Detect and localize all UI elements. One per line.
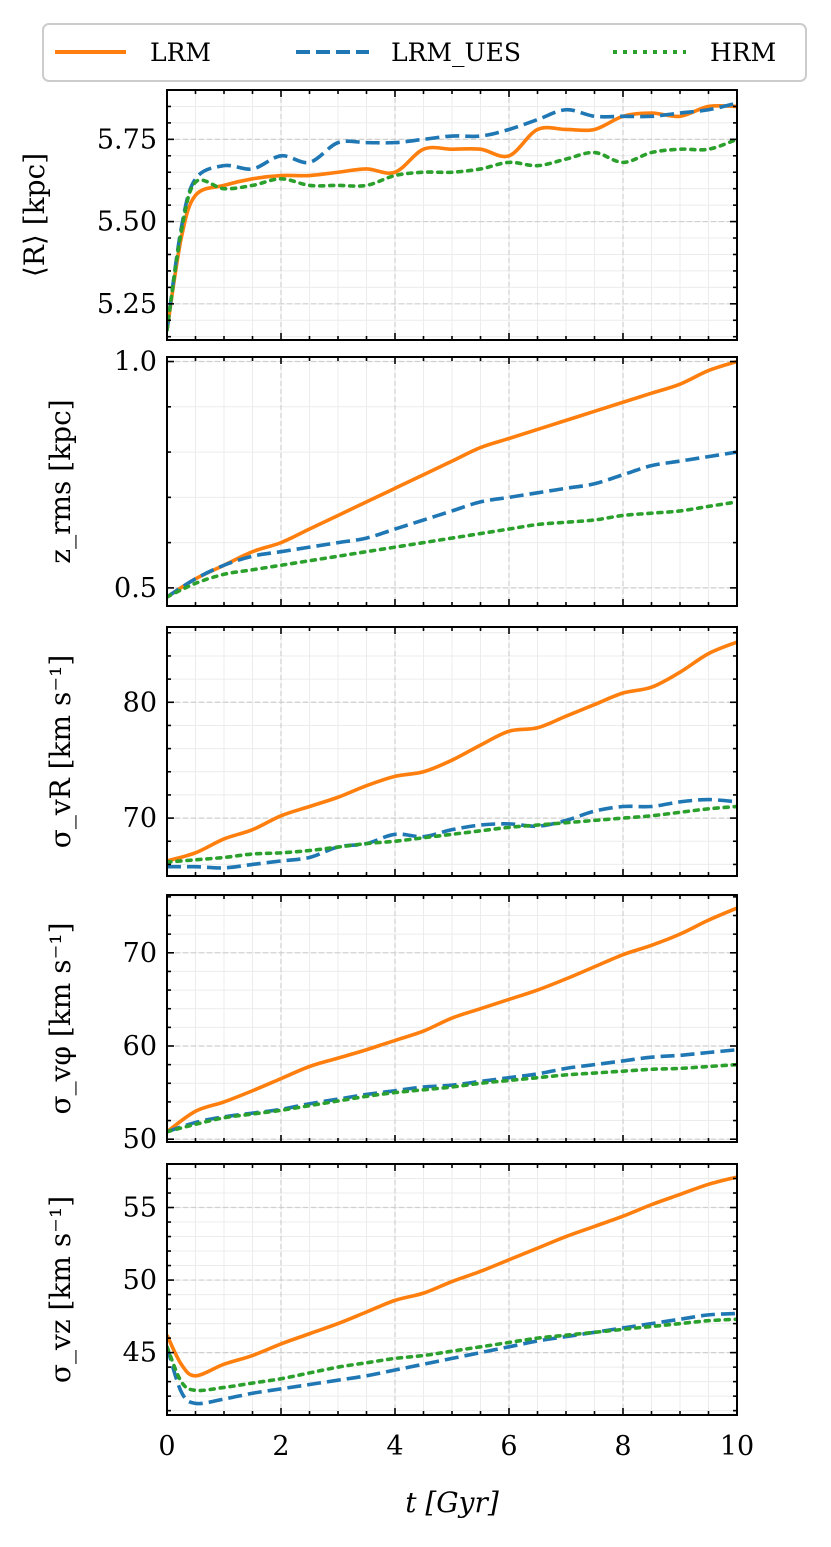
- series-line-lrm: [167, 359, 737, 599]
- y-axis-label: z_rms [kpc]: [44, 399, 77, 563]
- series-line-hrm: [167, 137, 737, 332]
- y-tick-label: 55: [123, 1193, 157, 1224]
- y-axis-label: σ_vφ [km s⁻¹]: [44, 922, 77, 1114]
- series-line-lrm: [167, 640, 737, 863]
- series-line-hrm: [167, 1317, 737, 1393]
- series-line-lrm: [167, 906, 737, 1134]
- x-tick-label: 10: [720, 1431, 754, 1462]
- series-line-lrm-ues: [167, 1311, 737, 1406]
- series-group: [167, 640, 737, 870]
- series-line-lrm: [167, 103, 737, 331]
- y-tick-label: 5.75: [97, 124, 157, 155]
- series-line-lrm-ues: [167, 101, 737, 331]
- series-line-lrm-ues: [167, 1047, 737, 1134]
- y-tick-label: 80: [123, 687, 157, 718]
- y-axis-label: σ_vR [km s⁻¹]: [44, 655, 77, 849]
- series-group: [167, 101, 737, 332]
- x-tick-label: 8: [614, 1431, 631, 1462]
- y-axis-label: ⟨R⟩ [kpc]: [18, 153, 51, 277]
- y-tick-label: 60: [123, 1031, 157, 1062]
- series-line-hrm: [167, 804, 737, 864]
- y-tick-label: 0.5: [114, 573, 157, 604]
- x-axis-label: t [Gyr]: [405, 1486, 499, 1519]
- legend-label-hrm: HRM: [710, 38, 776, 67]
- series-group: [167, 906, 737, 1134]
- y-axis-label: σ_vz [km s⁻¹]: [44, 1196, 77, 1383]
- x-tick-label: 0: [158, 1431, 175, 1462]
- panels: 5.25 5.50 5.75 ⟨R⟩ [kpc] 0.5 1.0 z_rms [kpc] 70…: [18, 89, 738, 1416]
- y-tick-label: 70: [123, 938, 157, 969]
- series-line-lrm: [167, 1175, 737, 1378]
- y-tick-label: 5.50: [97, 207, 157, 238]
- series-line-hrm: [167, 500, 737, 599]
- y-tick-label: 70: [123, 803, 157, 834]
- panel-1: 5.25 5.50 5.75 ⟨R⟩ [kpc]: [18, 89, 738, 341]
- y-tick-label: 45: [123, 1338, 157, 1369]
- panel-3: 70 80 σ_vR [km s⁻¹]: [44, 626, 738, 877]
- series-line-lrm-ues: [167, 450, 737, 599]
- panel-4: 50 60 70 σ_vφ [km s⁻¹]: [44, 894, 738, 1155]
- panel-5: 45 50 55 σ_vz [km s⁻¹]: [44, 1163, 738, 1416]
- legend: LRM LRM_UES HRM: [42, 23, 807, 82]
- x-tick-label: 6: [500, 1431, 517, 1462]
- x-tick-labels: 0 2 4 6 8 10: [158, 1431, 754, 1462]
- x-tick-label: 4: [386, 1431, 403, 1462]
- series-group: [167, 359, 737, 599]
- y-tick-label: 5.25: [97, 289, 157, 320]
- y-tick-label: 50: [123, 1265, 157, 1296]
- legend-frame: [42, 23, 807, 82]
- series-group: [167, 1175, 737, 1406]
- y-tick-label: 50: [123, 1124, 157, 1155]
- panel-2: 0.5 1.0 z_rms [kpc]: [44, 347, 738, 607]
- y-tick-label: 1.0: [114, 347, 157, 378]
- series-line-hrm: [167, 1062, 737, 1134]
- legend-label-lrm: LRM: [150, 38, 211, 67]
- series-line-lrm-ues: [167, 797, 737, 870]
- x-tick-label: 2: [272, 1431, 289, 1462]
- legend-label-lrm-ues: LRM_UES: [391, 38, 521, 67]
